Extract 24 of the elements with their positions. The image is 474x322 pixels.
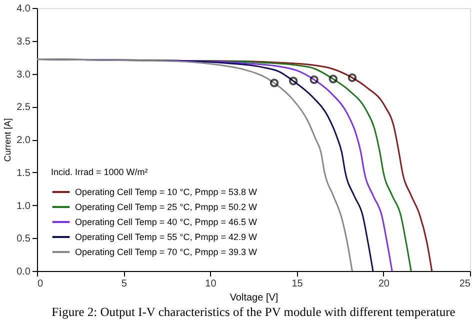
x-tick-label: 0 <box>38 278 44 290</box>
y-tick-label: 2.5 <box>16 102 31 114</box>
x-tick-label: 25 <box>459 278 471 290</box>
y-tick-label: 3.5 <box>16 36 31 48</box>
legend-label: Operating Cell Temp = 10 °C, Pmpp = 53.8 W <box>75 187 258 197</box>
y-tick-label: 0.5 <box>16 234 31 245</box>
y-tick-label: 2.0 <box>16 135 31 146</box>
legend-label: Operating Cell Temp = 55 °C, Pmpp = 42.9 W <box>75 232 258 242</box>
y-tick-label: 1.5 <box>16 168 31 179</box>
legend-label: Operating Cell Temp = 70 °C, Pmpp = 39.3 W <box>75 247 258 257</box>
y-tick-label: 0.0 <box>16 266 31 278</box>
x-tick-label: 5 <box>121 278 128 290</box>
y-tick-label: 3.0 <box>16 69 31 80</box>
legend-label: Operating Cell Temp = 40 °C, Pmpp = 46.5 W <box>75 217 258 227</box>
y-tick-label: 1.0 <box>16 200 31 212</box>
legend-title: Incid. Irrad = 1000 W/m² <box>51 167 148 177</box>
x-axis-title: Voltage [V] <box>230 292 278 304</box>
y-axis-title: Current [A] <box>2 118 13 162</box>
text: Figure 2: Output I-V characteristics of the PV module with different temperature <box>52 305 456 319</box>
y-tick-label: 4.0 <box>16 4 31 14</box>
x-tick-label: 10 <box>205 278 217 290</box>
x-tick-label: 15 <box>292 278 304 290</box>
legend-label: Operating Cell Temp = 25 °C, Pmpp = 50.2 W <box>75 202 258 212</box>
x-tick-label: 20 <box>378 278 390 290</box>
